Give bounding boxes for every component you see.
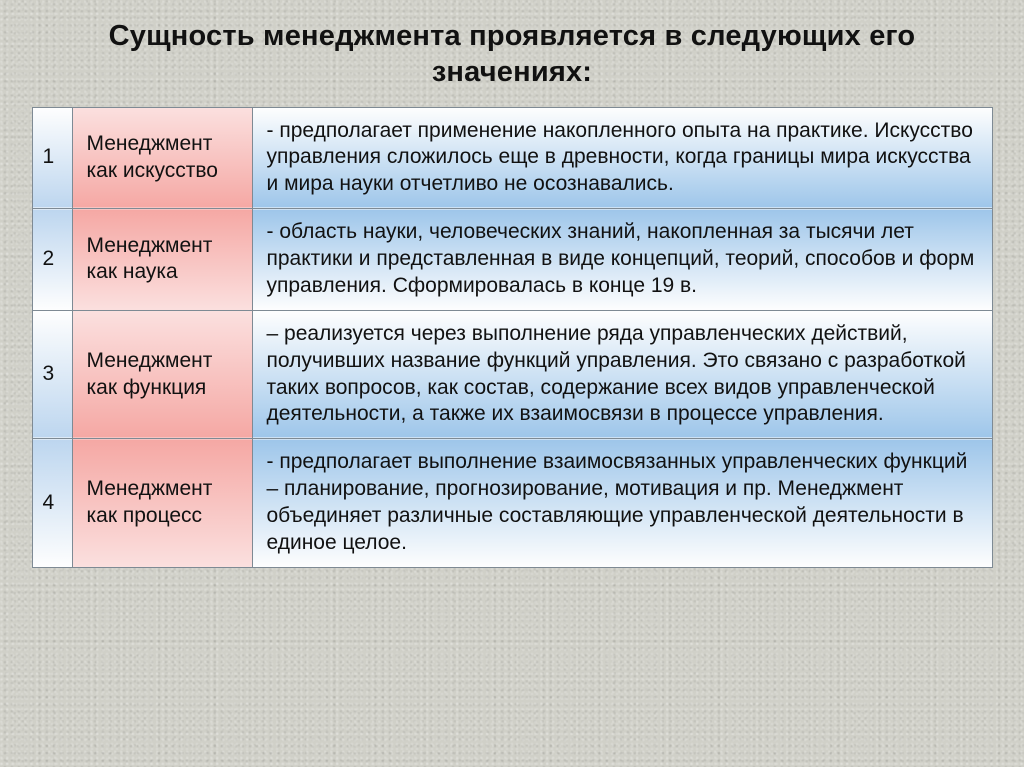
table-row: 4 Менеджмент как процесс - предполагает … — [32, 439, 992, 568]
definitions-table: 1 Менеджмент как искусство - предполагае… — [32, 107, 993, 568]
page-title: Сущность менеджмента проявляется в следу… — [30, 18, 994, 91]
table-row: 2 Менеджмент как наука - область науки, … — [32, 209, 992, 311]
row-name: Менеджмент как функция — [72, 310, 252, 439]
row-name: Менеджмент как наука — [72, 209, 252, 311]
row-number: 3 — [32, 310, 72, 439]
row-description: – реализуется через выполнение ряда упра… — [252, 310, 992, 439]
row-description: - предполагает применение накопленного о… — [252, 107, 992, 209]
row-number: 2 — [32, 209, 72, 311]
row-name: Менеджмент как процесс — [72, 439, 252, 568]
row-name: Менеджмент как искусство — [72, 107, 252, 209]
table-row: 1 Менеджмент как искусство - предполагае… — [32, 107, 992, 209]
row-number: 4 — [32, 439, 72, 568]
row-description: - предполагает выполнение взаимосвязанны… — [252, 439, 992, 568]
row-description: - область науки, человеческих знаний, на… — [252, 209, 992, 311]
row-number: 1 — [32, 107, 72, 209]
table-row: 3 Менеджмент как функция – реализуется ч… — [32, 310, 992, 439]
